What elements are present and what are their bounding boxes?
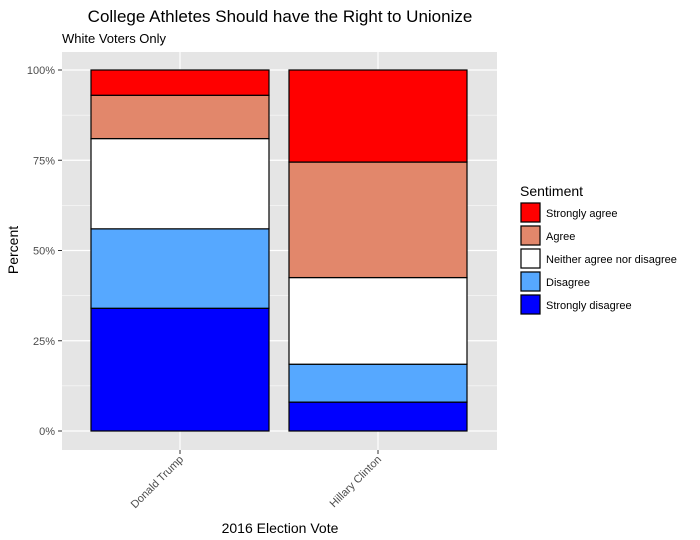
y-tick-label: 0% bbox=[39, 426, 55, 438]
legend-title: Sentiment bbox=[520, 183, 583, 199]
legend-swatch-disagree bbox=[520, 271, 541, 292]
chart-title: College Athletes Should have the Right t… bbox=[88, 7, 473, 26]
bar-hillary-clinton-disagree bbox=[288, 363, 468, 403]
x-tick-label: Donald Trump bbox=[129, 454, 186, 511]
bar-donald-trump-strongly-disagree bbox=[90, 307, 270, 432]
legend-swatch-agree bbox=[520, 225, 541, 246]
x-axis-label: 2016 Election Vote bbox=[222, 520, 339, 536]
legend-label-agree: Agree bbox=[546, 231, 575, 243]
y-tick-label: 25% bbox=[33, 336, 55, 348]
legend-swatch-strongly-agree bbox=[520, 202, 541, 223]
legend: Sentiment Strongly agree Agree Neither agr… bbox=[520, 183, 677, 315]
y-axis-label: Percent bbox=[5, 226, 21, 274]
bar-hillary-clinton-agree bbox=[288, 161, 468, 279]
x-axis: Donald Trump Hillary Clinton bbox=[129, 450, 384, 511]
legend-swatch-strongly-disagree bbox=[520, 294, 541, 315]
legend-label-disagree: Disagree bbox=[546, 277, 590, 289]
bar-hillary-clinton-strongly-disagree bbox=[288, 401, 468, 432]
bar-donald-trump-agree bbox=[90, 94, 270, 140]
y-tick-label: 50% bbox=[33, 246, 55, 258]
bars bbox=[90, 69, 468, 432]
y-axis: 0% 25% 50% 75% 100% bbox=[27, 65, 62, 438]
chart-subtitle: White Voters Only bbox=[62, 31, 167, 46]
x-tick-label: Hillary Clinton bbox=[328, 454, 384, 510]
legend-label-strongly-agree: Strongly agree bbox=[546, 208, 618, 220]
y-tick-label: 100% bbox=[27, 65, 55, 77]
bar-hillary-clinton-neither-agree-nor-disagree bbox=[288, 276, 468, 365]
bar-hillary-clinton-strongly-agree bbox=[288, 69, 468, 163]
legend-label-neither-agree-nor-disagree: Neither agree nor disagree bbox=[546, 254, 677, 266]
legend-label-strongly-disagree: Strongly disagree bbox=[546, 300, 632, 312]
legend-swatch-neither-agree-nor-disagree bbox=[520, 248, 541, 269]
bar-donald-trump-disagree bbox=[90, 228, 270, 309]
y-tick-label: 75% bbox=[33, 155, 55, 167]
bar-donald-trump-neither-agree-nor-disagree bbox=[90, 137, 270, 230]
bar-donald-trump-strongly-agree bbox=[90, 69, 270, 96]
